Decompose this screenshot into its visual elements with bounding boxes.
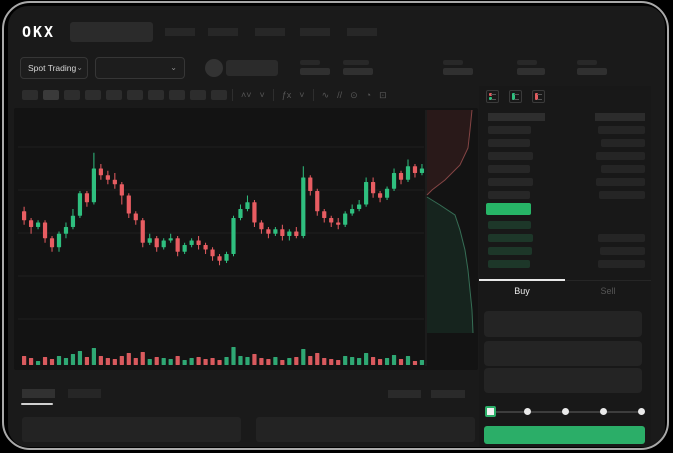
slider-stop-75[interactable] bbox=[600, 408, 607, 415]
orderbook-header-amount bbox=[595, 113, 645, 121]
market-stat-5 bbox=[577, 60, 607, 75]
orderbook-header-price bbox=[488, 113, 545, 121]
indicators-dropdown-icon[interactable]: ˅ bbox=[299, 90, 305, 100]
timeframe-button-9[interactable] bbox=[190, 90, 206, 100]
amount-input[interactable] bbox=[484, 341, 642, 366]
pair-selector[interactable]: ⌄ bbox=[95, 57, 185, 79]
price-chart-panel[interactable] bbox=[14, 108, 478, 370]
orderbook-view-all-icon[interactable] bbox=[486, 90, 499, 103]
orderbook-view-switcher bbox=[486, 90, 545, 103]
price-chart[interactable] bbox=[14, 108, 478, 370]
divider bbox=[272, 89, 274, 101]
ask-row-amount[interactable] bbox=[601, 165, 645, 173]
bid-row-price[interactable] bbox=[488, 247, 532, 255]
okx-trading-app: OKX Spot Trading ⌄ ⌄ bbox=[8, 6, 665, 447]
orders-table-left bbox=[22, 417, 241, 442]
timeframe-button-8[interactable] bbox=[169, 90, 185, 100]
drawing-tools-icon[interactable]: // bbox=[337, 90, 343, 100]
price-input[interactable] bbox=[484, 311, 642, 337]
buy-tab[interactable]: Buy bbox=[514, 286, 530, 296]
nav-item-5[interactable] bbox=[347, 28, 377, 36]
orders-table-right bbox=[256, 417, 475, 442]
market-stat-4 bbox=[517, 60, 545, 75]
timeframe-button-6[interactable] bbox=[127, 90, 143, 100]
bid-row-price[interactable] bbox=[488, 221, 531, 229]
ask-row-price[interactable] bbox=[488, 152, 533, 160]
buy-tab-indicator bbox=[479, 279, 565, 281]
timeframe-button-5[interactable] bbox=[106, 90, 122, 100]
avatar[interactable] bbox=[205, 59, 223, 77]
ask-row-amount[interactable] bbox=[599, 191, 645, 199]
total-input[interactable] bbox=[484, 368, 642, 393]
slider-stop-25[interactable] bbox=[524, 408, 531, 415]
ask-row-price[interactable] bbox=[488, 165, 530, 173]
ask-row-amount[interactable] bbox=[596, 152, 645, 160]
tabs-divider bbox=[479, 280, 651, 281]
timeframe-button-3[interactable] bbox=[64, 90, 80, 100]
ask-row-amount[interactable] bbox=[601, 139, 645, 147]
orders-tab-active[interactable] bbox=[22, 389, 55, 398]
bid-row-amount[interactable] bbox=[600, 247, 645, 255]
indicators-icon[interactable]: ƒx bbox=[281, 90, 292, 100]
nav-item-3[interactable] bbox=[255, 28, 285, 36]
ask-row-price[interactable] bbox=[488, 178, 533, 186]
timeframe-button-4[interactable] bbox=[85, 90, 101, 100]
history-clock-icon[interactable]: ◔ bbox=[365, 90, 372, 100]
timeframe-button-7[interactable] bbox=[148, 90, 164, 100]
timeframe-button-2[interactable] bbox=[43, 90, 59, 100]
chevron-down-icon: ⌄ bbox=[170, 63, 177, 72]
orderbook-view-bids-icon[interactable] bbox=[509, 90, 522, 103]
bid-row-amount[interactable] bbox=[598, 234, 645, 242]
camera-icon[interactable]: ⊙ bbox=[350, 90, 358, 100]
fullscreen-icon[interactable]: ⊡ bbox=[379, 90, 387, 100]
ask-row-price[interactable] bbox=[488, 191, 530, 199]
ask-row-amount[interactable] bbox=[598, 126, 645, 134]
okx-logo[interactable]: OKX bbox=[22, 23, 56, 41]
timeframe-buttons bbox=[22, 90, 227, 100]
slider-handle[interactable] bbox=[485, 406, 496, 417]
orders-filter-1[interactable] bbox=[388, 390, 421, 398]
search-placeholder[interactable] bbox=[70, 22, 153, 42]
market-type-label: Spot Trading bbox=[28, 63, 77, 73]
market-stat-2 bbox=[343, 60, 373, 75]
ask-row-price[interactable] bbox=[488, 139, 530, 147]
chevron-down-icon: ⌄ bbox=[76, 63, 83, 72]
orders-tab-2[interactable] bbox=[68, 389, 101, 398]
line-tool-icon[interactable]: ∿ bbox=[321, 90, 330, 100]
chart-type-icon[interactable]: ˄˅ bbox=[241, 90, 252, 100]
orders-tab-underline bbox=[21, 403, 53, 405]
orders-filter-2[interactable] bbox=[431, 390, 465, 398]
bid-row-price[interactable] bbox=[488, 260, 530, 268]
market-type-selector[interactable]: Spot Trading ⌄ bbox=[20, 57, 88, 79]
account-placeholder[interactable] bbox=[226, 60, 278, 76]
buy-submit-button[interactable] bbox=[484, 426, 645, 444]
last-price-badge[interactable] bbox=[486, 203, 531, 215]
chart-tools: ˄˅ ˅ ƒx ˅ ∿ // ⊙ ◔ ⊡ bbox=[232, 87, 387, 103]
slider-stop-50[interactable] bbox=[562, 408, 569, 415]
orderbook-view-asks-icon[interactable] bbox=[532, 90, 545, 103]
nav-item-4[interactable] bbox=[300, 28, 330, 36]
slider-stop-100[interactable] bbox=[638, 408, 645, 415]
ask-row-price[interactable] bbox=[488, 126, 531, 134]
timeframe-button-1[interactable] bbox=[22, 90, 38, 100]
bid-row-amount[interactable] bbox=[598, 260, 645, 268]
nav-item-1[interactable] bbox=[165, 28, 195, 36]
timeframe-button-10[interactable] bbox=[211, 90, 227, 100]
divider bbox=[232, 89, 233, 101]
bid-row-price[interactable] bbox=[488, 234, 533, 242]
chart-type-dropdown-icon[interactable]: ˅ bbox=[259, 90, 265, 100]
market-stat-3 bbox=[443, 60, 473, 75]
sell-tab[interactable]: Sell bbox=[600, 286, 616, 296]
nav-item-2[interactable] bbox=[208, 28, 238, 36]
market-stat-1 bbox=[300, 60, 330, 75]
divider bbox=[312, 89, 314, 101]
ask-row-amount[interactable] bbox=[596, 178, 645, 186]
